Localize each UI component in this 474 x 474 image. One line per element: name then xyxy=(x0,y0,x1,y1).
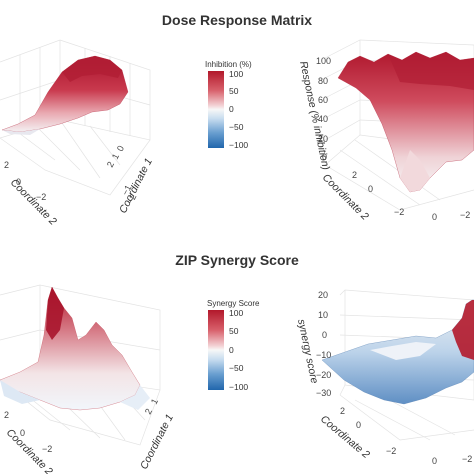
p3-ytick-1: 2 xyxy=(4,410,9,420)
p1-xtick-3: 0 xyxy=(115,144,126,153)
p4-ytick-2: 0 xyxy=(356,420,361,430)
p4-xtick-1: 0 xyxy=(432,456,437,466)
p2-ytick-1: 2 xyxy=(352,170,357,180)
p4-ztick-6: −30 xyxy=(316,388,331,398)
dose-response-title: Dose Response Matrix xyxy=(161,12,313,28)
synergy-tick-50: 50 xyxy=(229,326,239,336)
p2-ztick-6: 0 xyxy=(322,152,327,162)
p2-xtick-2: −2 xyxy=(460,210,470,220)
inhibition-tick-neg100: −100 xyxy=(229,140,249,150)
p2-ztick-1: 100 xyxy=(316,56,331,66)
inhibition-colorbar xyxy=(208,71,224,148)
inhibition-tick-0: 0 xyxy=(229,104,234,114)
p4-ztick-5: −20 xyxy=(316,370,331,380)
synergy-tick-neg100: −100 xyxy=(229,382,249,392)
p1-ylabel: Coordinate 2 xyxy=(8,177,59,228)
p1-ytick-1: 2 xyxy=(4,160,9,170)
p3-xtick-2: 1 xyxy=(149,397,160,406)
p3-xlabel: Coordinate 1 xyxy=(138,412,176,471)
p2-ztick-3: 60 xyxy=(318,95,328,105)
synergy-colorbar xyxy=(208,310,224,390)
p1-xtick-5: −2 xyxy=(125,192,139,206)
p3-ytick-2: 0 xyxy=(20,428,25,438)
p3-ytick-3: −2 xyxy=(42,444,52,454)
p2-ztick-2: 80 xyxy=(318,76,328,86)
p1-ytick-3: −2 xyxy=(36,192,46,202)
p2-ztick-5: 20 xyxy=(318,134,328,144)
p1-xtick-4: −1 xyxy=(120,183,134,197)
zip-synergy-right-panel xyxy=(321,289,474,441)
p4-ztick-4: −10 xyxy=(316,350,331,360)
p2-ylabel: Coordinate 2 xyxy=(320,172,371,223)
p2-ytick-2: 0 xyxy=(368,184,373,194)
p2-ytick-3: −2 xyxy=(394,207,404,217)
synergy-colorbar-title: Synergy Score xyxy=(207,299,260,308)
dose-response-left-panel xyxy=(0,39,151,196)
p3-xtick-1: 2 xyxy=(143,407,154,416)
p2-ztick-4: 40 xyxy=(318,114,328,124)
synergy-tick-100: 100 xyxy=(229,308,244,318)
p4-xtick-2: −2 xyxy=(462,454,472,464)
zip-synergy-title: ZIP Synergy Score xyxy=(175,252,299,268)
p4-ytick-1: 2 xyxy=(340,406,345,416)
p1-ytick-2: 0 xyxy=(16,177,21,187)
inhibition-colorbar-title: Inhibition (%) xyxy=(205,60,252,69)
p4-ztick-3: 0 xyxy=(322,330,327,340)
inhibition-tick-100: 100 xyxy=(229,69,244,79)
p2-xtick-1: 0 xyxy=(432,212,437,222)
p4-ytick-3: −2 xyxy=(386,446,396,456)
inhibition-tick-50: 50 xyxy=(229,86,239,96)
zip-synergy-left-panel xyxy=(0,284,161,446)
synergy-tick-neg50: −50 xyxy=(229,363,244,373)
inhibition-tick-neg50: −50 xyxy=(229,122,244,132)
synergy-tick-0: 0 xyxy=(229,345,234,355)
dose-response-right-panel xyxy=(324,39,474,211)
p4-ylabel: Coordinate 2 xyxy=(318,413,372,461)
p1-xtick-2: 1 xyxy=(110,152,121,161)
p4-ztick-2: 10 xyxy=(318,310,328,320)
p1-xtick-1: 2 xyxy=(105,160,116,169)
p4-ztick-1: 20 xyxy=(318,290,328,300)
